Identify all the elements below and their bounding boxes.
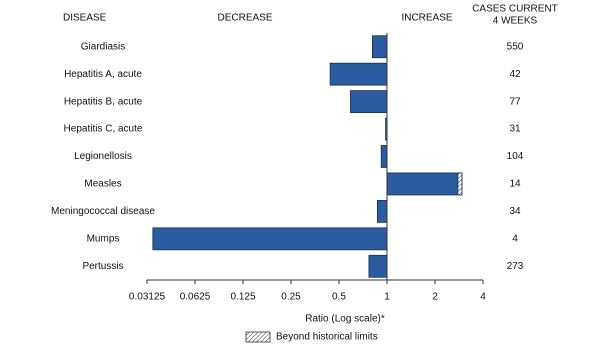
cases-count: 42 bbox=[509, 69, 521, 80]
bar bbox=[329, 62, 388, 86]
bar bbox=[152, 227, 388, 251]
bar bbox=[386, 172, 463, 196]
x-tick-label: 1 bbox=[384, 292, 390, 303]
bar bbox=[376, 199, 388, 223]
y-tick-label: Hepatitis C, acute bbox=[64, 124, 143, 135]
beyond-limits bbox=[457, 172, 463, 196]
cases-count: 34 bbox=[509, 206, 521, 217]
header-cases: CASES CURRENT bbox=[472, 4, 558, 15]
x-tick-label: 4 bbox=[480, 292, 486, 303]
bar bbox=[368, 254, 388, 278]
y-tick-label: Mumps bbox=[87, 233, 120, 244]
x-tick-label: 2 bbox=[432, 292, 438, 303]
y-tick-label: Legionellosis bbox=[74, 151, 132, 162]
cases-count: 550 bbox=[507, 41, 524, 52]
x-tick-label: 0.25 bbox=[281, 292, 301, 303]
y-tick-label: Hepatitis A, acute bbox=[64, 69, 142, 80]
cases-count: 104 bbox=[507, 151, 524, 162]
y-tick-label: Measles bbox=[84, 179, 121, 190]
bar bbox=[372, 35, 388, 59]
x-tick-label: 0.03125 bbox=[129, 292, 166, 303]
legend-swatch bbox=[245, 331, 271, 343]
header-cases: 4 WEEKS bbox=[493, 16, 538, 27]
legend-label: Beyond historical limits bbox=[276, 332, 378, 343]
y-tick-label: Meningococcal disease bbox=[51, 206, 155, 217]
bar bbox=[350, 90, 388, 114]
cases-count: 14 bbox=[509, 179, 521, 190]
bar bbox=[380, 145, 388, 168]
cases-count: 31 bbox=[509, 124, 521, 135]
header-disease: DISEASE bbox=[63, 13, 107, 24]
y-tick-label: Hepatitis B, acute bbox=[64, 96, 143, 107]
x-tick-label: 0.0625 bbox=[180, 292, 211, 303]
header-increase: INCREASE bbox=[401, 13, 452, 24]
y-tick-label: Pertussis bbox=[82, 261, 123, 272]
x-tick-label: 0.125 bbox=[230, 292, 255, 303]
x-axis-label: Ratio (Log scale)* bbox=[305, 314, 385, 325]
y-tick-label: Giardiasis bbox=[81, 41, 125, 52]
x-tick-label: 0.5 bbox=[332, 292, 346, 303]
cases-count: 4 bbox=[512, 233, 518, 244]
cases-count: 77 bbox=[509, 96, 521, 107]
header-decrease: DECREASE bbox=[217, 13, 272, 24]
cases-count: 273 bbox=[507, 261, 524, 272]
